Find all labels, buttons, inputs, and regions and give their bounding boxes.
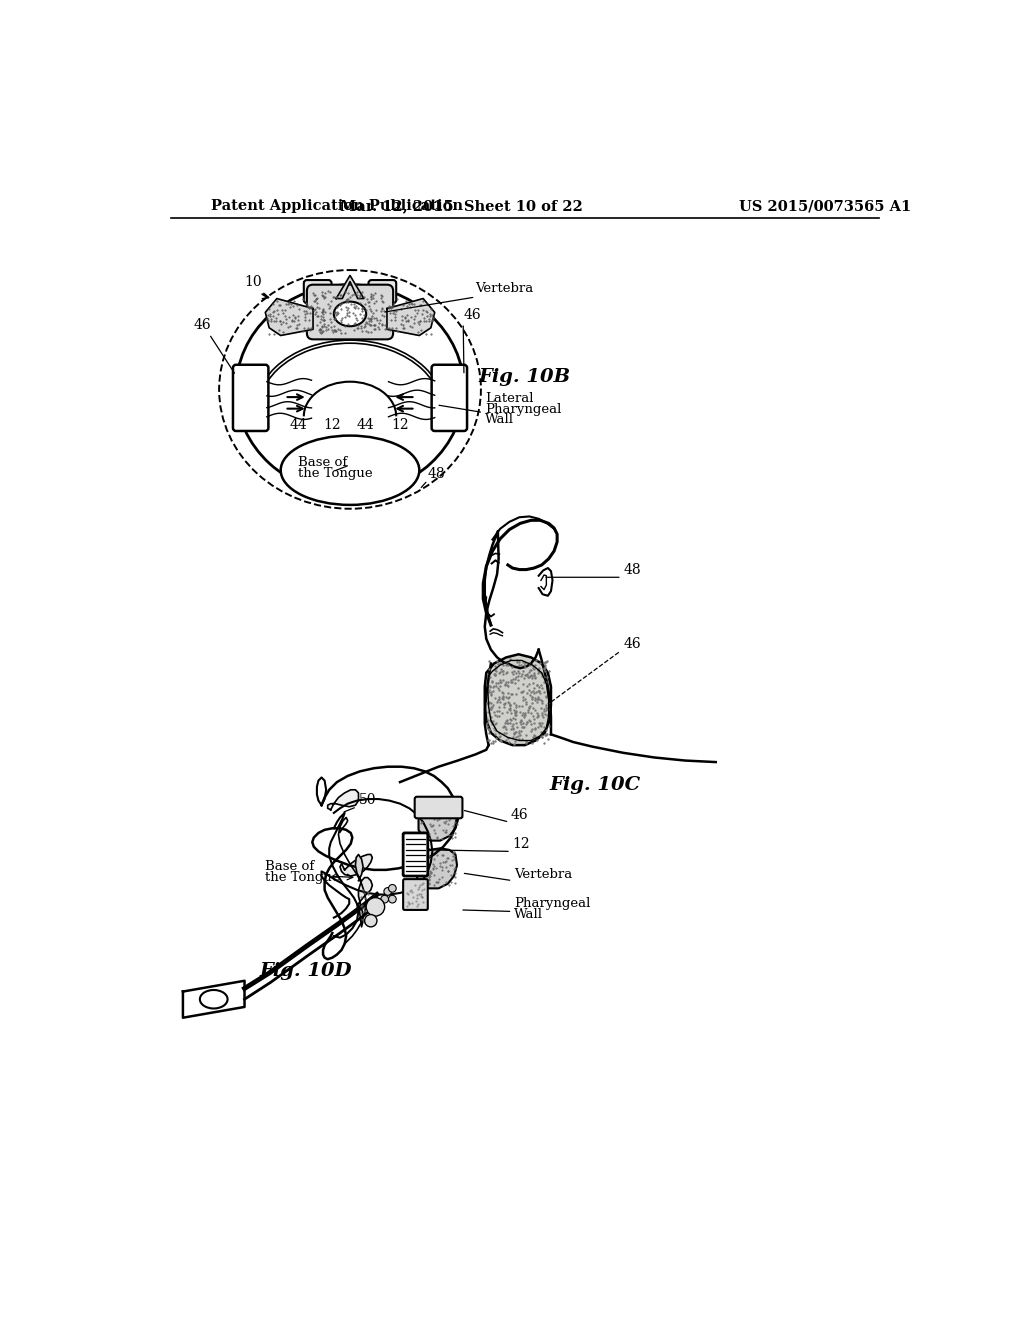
Text: Base of: Base of <box>298 457 348 470</box>
Text: 46: 46 <box>463 308 481 322</box>
Circle shape <box>381 895 388 903</box>
Polygon shape <box>336 276 364 298</box>
Text: 46: 46 <box>194 318 211 333</box>
Text: 46: 46 <box>624 638 641 651</box>
Text: 12: 12 <box>512 837 530 851</box>
FancyBboxPatch shape <box>307 285 393 339</box>
Text: 12: 12 <box>391 418 409 433</box>
Text: Fig. 10C: Fig. 10C <box>550 776 641 793</box>
Ellipse shape <box>200 990 227 1008</box>
FancyBboxPatch shape <box>369 280 396 304</box>
Ellipse shape <box>237 285 464 494</box>
Polygon shape <box>340 854 373 876</box>
Text: 44: 44 <box>290 418 307 433</box>
Text: Wall: Wall <box>484 413 514 426</box>
Text: Vertebra: Vertebra <box>475 282 534 296</box>
Text: the Tongue: the Tongue <box>265 871 340 883</box>
Polygon shape <box>358 878 373 927</box>
Polygon shape <box>387 298 435 335</box>
Polygon shape <box>484 655 551 744</box>
Text: US 2015/0073565 A1: US 2015/0073565 A1 <box>739 199 911 213</box>
Polygon shape <box>265 298 313 335</box>
Text: 10: 10 <box>245 276 262 289</box>
FancyBboxPatch shape <box>233 364 268 430</box>
Polygon shape <box>417 849 457 888</box>
Text: Wall: Wall <box>514 908 543 920</box>
Text: 48: 48 <box>624 564 641 577</box>
Polygon shape <box>183 981 245 1018</box>
Text: 46: 46 <box>511 808 528 822</box>
Text: Mar. 12, 2015  Sheet 10 of 22: Mar. 12, 2015 Sheet 10 of 22 <box>340 199 583 213</box>
Text: 50: 50 <box>358 792 376 807</box>
Circle shape <box>388 884 396 892</box>
Text: the Tongue: the Tongue <box>298 467 373 480</box>
Circle shape <box>367 898 385 916</box>
Text: 48: 48 <box>428 467 445 480</box>
Text: Base of: Base of <box>265 859 314 873</box>
Polygon shape <box>328 789 358 810</box>
FancyBboxPatch shape <box>415 797 463 818</box>
Circle shape <box>384 887 391 895</box>
FancyBboxPatch shape <box>403 833 428 876</box>
Ellipse shape <box>281 436 419 504</box>
Circle shape <box>388 895 396 903</box>
Polygon shape <box>355 854 364 880</box>
Text: Vertebra: Vertebra <box>514 867 572 880</box>
Text: Fig. 10D: Fig. 10D <box>260 962 352 981</box>
Text: Fig. 10B: Fig. 10B <box>478 368 570 385</box>
Text: Patent Application Publication: Patent Application Publication <box>211 199 464 213</box>
Text: 12: 12 <box>323 418 341 433</box>
FancyBboxPatch shape <box>304 280 332 304</box>
Circle shape <box>365 915 377 927</box>
FancyBboxPatch shape <box>403 879 428 909</box>
FancyBboxPatch shape <box>432 364 467 430</box>
Ellipse shape <box>334 301 367 326</box>
Text: 44: 44 <box>357 418 375 433</box>
Text: Pharyngeal: Pharyngeal <box>484 403 561 416</box>
Text: Lateral: Lateral <box>484 392 534 405</box>
Text: Pharyngeal: Pharyngeal <box>514 896 591 909</box>
Polygon shape <box>419 800 459 841</box>
